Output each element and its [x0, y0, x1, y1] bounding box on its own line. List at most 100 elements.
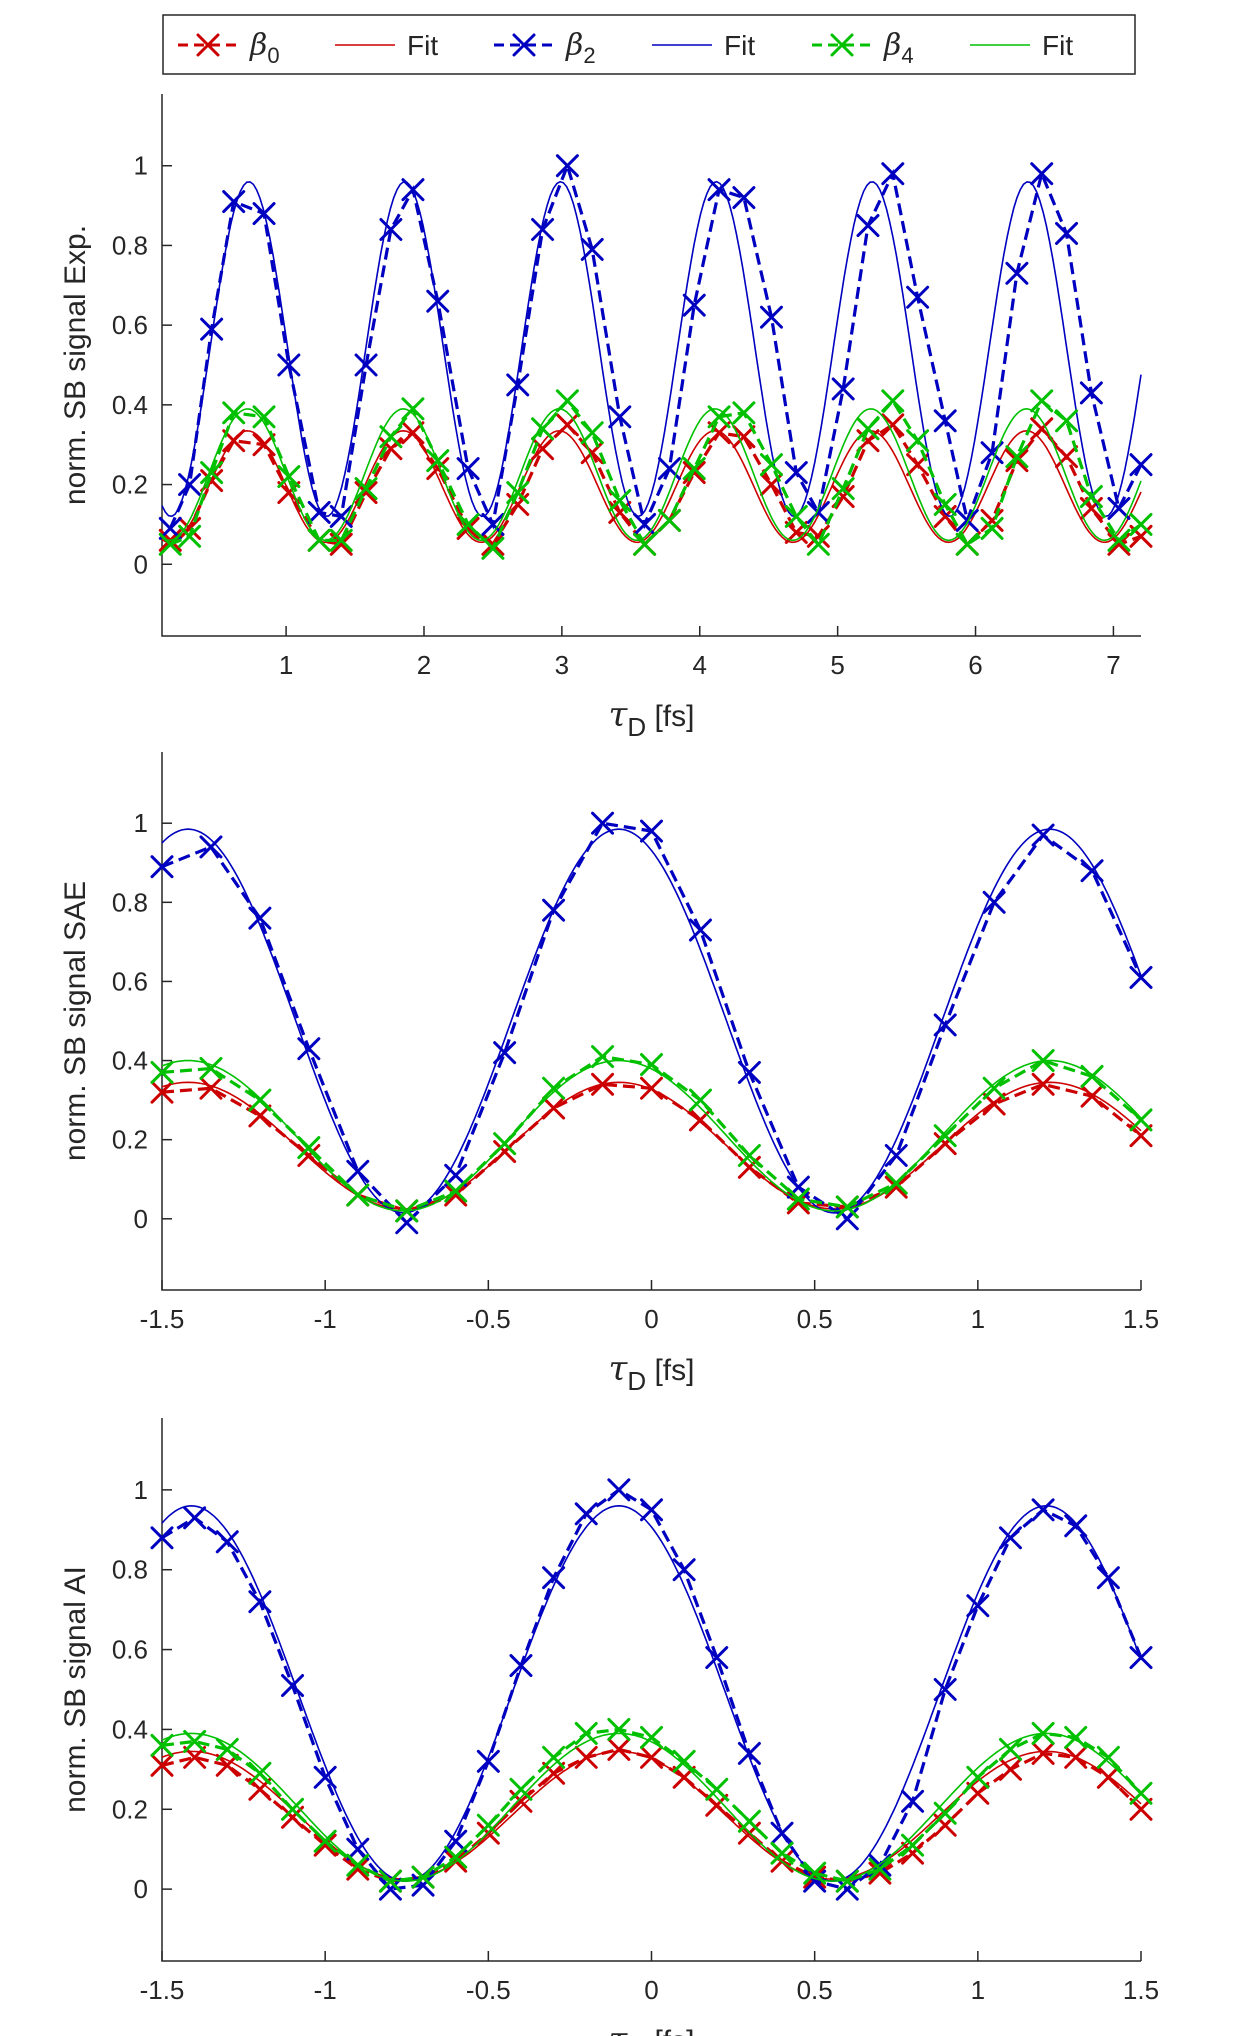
- data-point: [378, 1877, 402, 1901]
- data-point: [178, 473, 202, 497]
- data-point: [1031, 1741, 1055, 1765]
- data-point: [688, 1088, 712, 1112]
- data-point: [868, 1857, 892, 1881]
- data-point: [248, 1104, 272, 1128]
- x-axis-label: τD [fs]: [609, 1349, 695, 1396]
- data-point: [1030, 389, 1054, 413]
- data-point: [307, 528, 331, 552]
- fit-line: [161, 1059, 1142, 1212]
- legend-entry-fit-5: Fit: [970, 30, 1073, 61]
- data-point: [215, 1737, 239, 1761]
- data-point: [707, 421, 731, 445]
- data-point: [531, 417, 555, 441]
- data-point: [1129, 1781, 1153, 1805]
- data-point: [707, 405, 731, 429]
- data-point: [1031, 1721, 1055, 1745]
- data-point: [248, 1761, 272, 1785]
- x-tick-label: 5: [830, 650, 844, 680]
- y-tick-label: 0.8: [112, 1555, 148, 1585]
- legend: β0 Fit β2 Fit β4 Fit: [162, 14, 1136, 75]
- data-point: [982, 1092, 1006, 1116]
- data-point: [379, 218, 403, 241]
- data-point: [806, 532, 830, 556]
- data-point: [737, 1741, 761, 1765]
- data-point: [329, 528, 353, 552]
- data-point: [150, 1060, 174, 1084]
- data-point: [1107, 528, 1131, 552]
- y-tick-label: 1: [134, 151, 148, 181]
- data-point: [313, 1765, 337, 1789]
- data-point: [1080, 1064, 1104, 1088]
- data-point: [982, 1076, 1006, 1100]
- series-beta4: [150, 1045, 1153, 1223]
- x-tick-label: 1: [971, 1975, 985, 2005]
- data-point: [178, 524, 202, 548]
- y-tick-label: 0.4: [112, 1046, 148, 1076]
- x-tick-label: 0: [644, 1304, 658, 1334]
- data-point: [633, 532, 657, 556]
- fit-line: [161, 828, 1142, 1214]
- x-tick-label: 1.5: [1123, 1975, 1159, 2005]
- data-point: [1129, 453, 1153, 477]
- data-point: [1055, 409, 1079, 433]
- data-point: [456, 512, 480, 536]
- data-point: [574, 1502, 598, 1526]
- data-point: [555, 389, 579, 413]
- data-point: [580, 421, 604, 445]
- data-point: [456, 457, 480, 481]
- data-point: [1055, 445, 1079, 469]
- data-point: [346, 1183, 370, 1207]
- data-point: [933, 1678, 957, 1701]
- data-point: [281, 1674, 305, 1698]
- data-point: [672, 1749, 696, 1773]
- data-point: [1129, 1797, 1153, 1821]
- data-point: [426, 289, 450, 313]
- x-tick-label: 2: [417, 650, 431, 680]
- x-tick-label: -0.5: [466, 1304, 511, 1334]
- data-point: [955, 532, 979, 556]
- data-point: [640, 1076, 663, 1100]
- data-point: [509, 1777, 533, 1801]
- legend-label: β4: [883, 28, 914, 68]
- data-point: [901, 1789, 925, 1813]
- data-point: [580, 237, 604, 261]
- data-point: [379, 425, 403, 449]
- y-axis-label: norm. SB signal SAE: [59, 881, 92, 1161]
- x-tick-label: -1.5: [140, 1304, 185, 1334]
- data-point: [982, 890, 1006, 914]
- data-point: [998, 1526, 1022, 1550]
- data-point: [542, 1761, 566, 1785]
- data-point: [1030, 162, 1054, 186]
- x-tick-label: -1: [314, 1975, 337, 2005]
- data-point: [411, 1865, 435, 1889]
- data-point: [346, 1837, 370, 1861]
- data-point: [401, 178, 425, 202]
- data-point: [313, 1829, 337, 1853]
- data-point: [591, 1045, 615, 1069]
- data-point: [933, 409, 957, 433]
- y-tick-label: 0.2: [112, 1125, 148, 1155]
- data-point: [906, 429, 930, 453]
- data-point: [688, 918, 712, 942]
- data-point: [297, 1136, 321, 1160]
- data-point: [215, 1530, 239, 1554]
- axes: [161, 94, 1141, 637]
- data-point: [411, 1873, 435, 1897]
- data-point: [608, 489, 632, 512]
- legend-marker: [512, 33, 536, 57]
- data-point: [248, 1590, 272, 1614]
- fit-line: [161, 180, 1142, 518]
- data-point: [1096, 1566, 1120, 1590]
- x-tick-label: -1: [314, 1304, 337, 1334]
- data-point: [856, 417, 880, 441]
- fit-line: [161, 1732, 1142, 1882]
- y-axis-label: norm. SB signal Exp.: [59, 225, 92, 505]
- data-point: [1129, 512, 1153, 536]
- data-point: [640, 1745, 663, 1769]
- data-point: [158, 516, 182, 540]
- data-point: [901, 1833, 925, 1857]
- x-axis-label: τD [fs]: [609, 2020, 695, 2036]
- data-point: [297, 1144, 321, 1167]
- data-point: [966, 1594, 990, 1618]
- y-tick-label: 1: [134, 808, 148, 838]
